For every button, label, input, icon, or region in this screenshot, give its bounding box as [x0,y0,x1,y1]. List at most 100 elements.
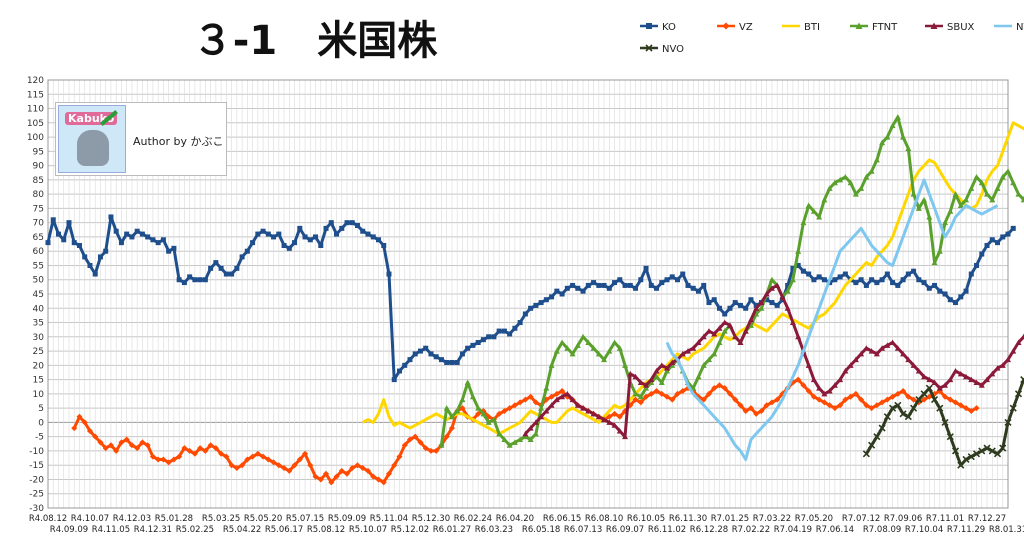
data-point [417,348,423,354]
data-point [375,476,382,483]
data-point [816,213,823,220]
data-point [543,385,550,391]
data-point [921,196,928,203]
data-point [700,396,707,403]
data-point [931,259,938,266]
data-point [705,356,712,363]
data-point [669,362,676,368]
data-point [869,277,875,283]
data-point [931,379,938,385]
data-point [338,467,345,474]
data-point [842,396,849,403]
data-point [994,365,1001,371]
data-point [611,410,618,417]
data-point [748,297,754,303]
x-axis: R4.08.12R4.09.09R4.10.07R4.11.05R4.12.03… [29,514,1024,535]
data-point [732,333,739,340]
x-tick-label: R7.04.19 [774,525,812,535]
x-tick-label: R7.06.14 [816,525,854,535]
data-point [721,385,728,392]
data-point [548,402,555,408]
data-point [139,439,146,446]
data-point [700,362,707,368]
y-tick-label: 50 [33,276,45,286]
data-point [989,237,995,243]
data-point [543,407,550,414]
data-point [768,276,775,283]
legend-marker [855,22,863,29]
data-point [323,225,329,231]
data-point [664,365,671,371]
data-point [711,330,718,337]
data-point [564,285,570,291]
data-point [816,274,822,280]
x-tick-label: R7.10.04 [905,525,943,535]
data-point [999,174,1006,180]
x-tick-label: R7.09.06 [884,514,922,524]
data-point [868,405,875,412]
data-point [947,376,954,383]
data-point [968,407,975,414]
data-point [470,342,476,348]
data-point [50,217,56,223]
data-point [972,450,981,458]
data-point [428,351,434,357]
data-point [884,134,891,140]
legend-label-nvda: NVDA [1016,22,1024,33]
data-point [339,225,345,231]
data-point [878,424,886,432]
data-point [260,228,266,234]
data-point [653,368,660,374]
data-point [952,399,959,406]
data-point [318,242,324,248]
data-point [953,300,959,306]
series-line-nvda [665,178,999,461]
data-point [186,447,193,454]
data-point [443,405,450,411]
data-point [989,370,996,377]
data-point [165,459,172,466]
x-tick-label: R5.04.22 [223,525,261,535]
data-point [763,291,770,297]
data-point [669,359,676,365]
data-point [522,430,529,437]
data-point [789,319,796,326]
data-point [910,396,917,403]
data-point [1010,179,1017,186]
data-point [747,405,754,412]
data-point [947,208,954,214]
data-point [664,368,671,374]
data-point [973,174,980,180]
data-point [847,179,854,186]
data-point [71,425,78,432]
data-point [837,376,844,383]
data-point [936,385,943,391]
data-point [837,176,844,183]
data-point [795,262,801,268]
y-tick-label: 10 [33,390,45,400]
data-point [852,356,859,363]
data-point [449,359,455,365]
data-point [915,396,923,404]
data-point [76,413,83,420]
data-point [726,390,733,397]
data-point [234,265,240,271]
data-point [296,456,303,463]
data-point [559,339,566,346]
data-point [349,220,355,226]
data-point [86,427,93,434]
y-tick-label: 40 [33,304,45,314]
data-point [260,453,267,460]
data-point [170,456,177,463]
data-point [805,202,812,209]
y-tick-label: 75 [33,204,44,214]
x-tick-label: R7.02.22 [732,525,770,535]
data-point [679,350,686,357]
x-tick-label: R4.12.03 [113,514,151,524]
data-point [82,254,88,260]
data-point [354,462,361,469]
x-tick-label: R5.01.28 [155,514,193,524]
data-point [637,379,644,385]
data-point [396,453,403,460]
data-point [900,350,907,357]
